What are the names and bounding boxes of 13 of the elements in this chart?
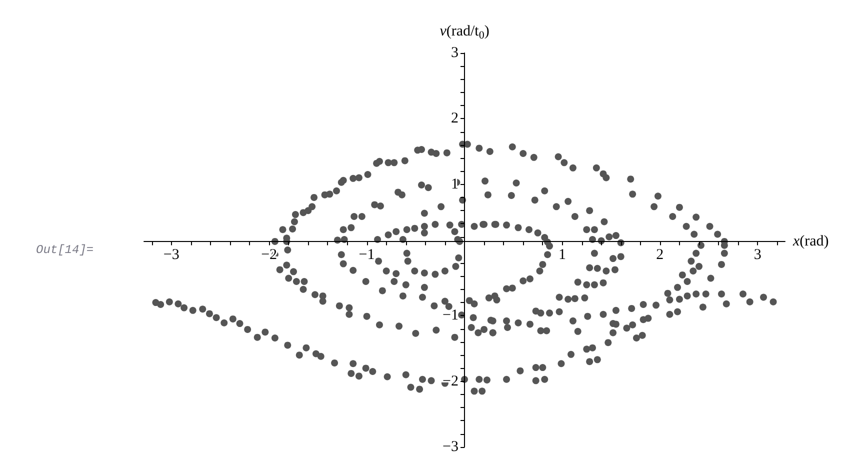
- y-tick-label: −1: [442, 308, 458, 324]
- y-tick-label: −3: [442, 439, 458, 455]
- x-tick-label: −2: [261, 246, 278, 263]
- y-tick-label: 3: [451, 45, 458, 61]
- text: Out[14]=: [36, 243, 94, 257]
- x-tick-label: 3: [754, 246, 762, 263]
- y-tick-label: 2: [451, 110, 458, 127]
- x-tick-label: −3: [163, 246, 180, 263]
- x-tick-label: 1: [558, 246, 566, 263]
- y-tick-label: −2: [442, 373, 458, 390]
- x-axis-title: x(rad): [792, 233, 829, 250]
- x-tick-label: 2: [656, 246, 664, 263]
- x-tick-label: −1: [358, 246, 375, 263]
